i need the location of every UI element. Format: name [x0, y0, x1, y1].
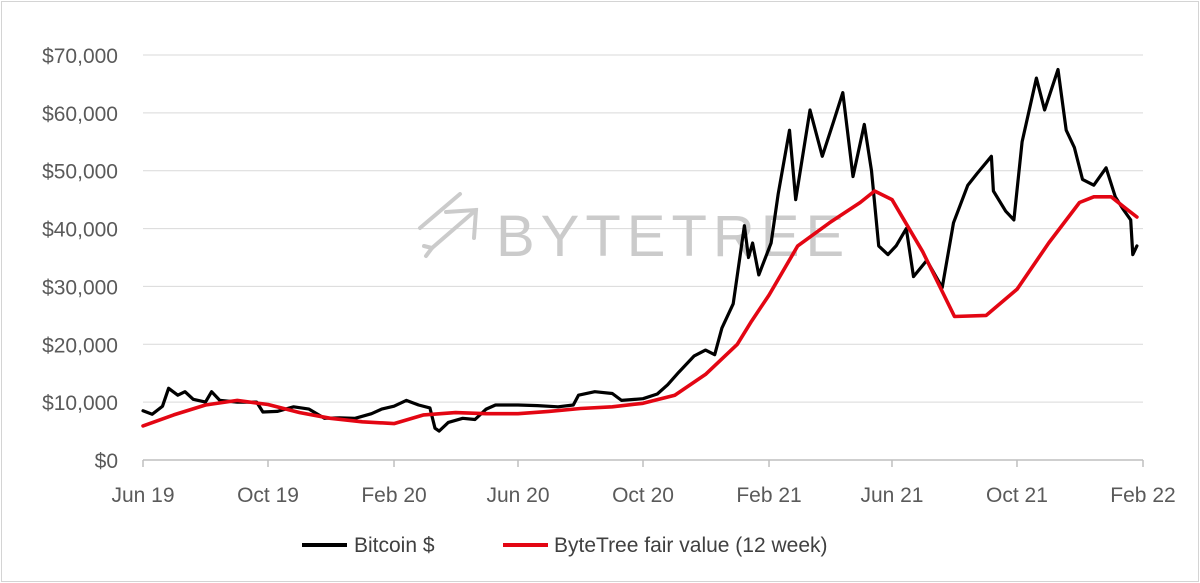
x-axis-tick-labels: Jun 19 Oct 19 Feb 20 Jun 20 Oct 20 Feb 21 Jun …	[111, 460, 1176, 507]
y-tick-label: $20,000	[42, 334, 118, 357]
horizontal-gridlines	[143, 54, 1143, 403]
legend-item-bitcoin: Bitcoin $	[302, 534, 435, 557]
y-tick-label: $30,000	[42, 276, 118, 299]
y-tick-label: $70,000	[42, 45, 118, 68]
watermark: BYTETREE	[418, 192, 850, 269]
legend-item-fair-value: ByteTree fair value (12 week)	[503, 534, 828, 557]
series-line-fair-value	[141, 189, 1139, 428]
bytetree-logo-icon	[418, 192, 479, 258]
x-tick-label: Jun 20	[486, 484, 549, 507]
legend: Bitcoin $ ByteTree fair value (12 week)	[302, 534, 828, 557]
y-tick-label: $0	[95, 450, 118, 473]
x-tick-label: Oct 20	[612, 484, 674, 507]
x-tick-label: Feb 22	[1110, 484, 1175, 507]
legend-label-bitcoin: Bitcoin $	[354, 534, 435, 557]
y-tick-label: $50,000	[42, 161, 118, 184]
y-tick-label: $40,000	[42, 219, 118, 242]
x-tick-label: Jun 19	[111, 484, 174, 507]
x-tick-label: Feb 21	[736, 484, 801, 507]
legend-label-fair-value: ByteTree fair value (12 week)	[554, 534, 828, 557]
y-tick-label: $60,000	[42, 103, 118, 126]
x-tick-label: Jun 21	[860, 484, 923, 507]
watermark-text: BYTETREE	[496, 204, 850, 269]
x-tick-label: Oct 19	[237, 484, 299, 507]
x-tick-label: Oct 21	[986, 484, 1048, 507]
x-tick-label: Feb 20	[361, 484, 426, 507]
series-line-bitcoin	[141, 67, 1139, 433]
series-layer	[141, 67, 1139, 433]
y-axis-tick-labels: $0 $10,000 $20,000 $30,000 $40,000 $50,000 $60…	[42, 45, 118, 473]
y-tick-label: $10,000	[42, 392, 118, 415]
